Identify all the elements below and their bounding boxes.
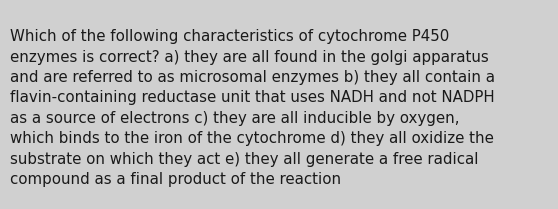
Text: Which of the following characteristics of cytochrome P450
enzymes is correct? a): Which of the following characteristics o… bbox=[10, 29, 495, 187]
